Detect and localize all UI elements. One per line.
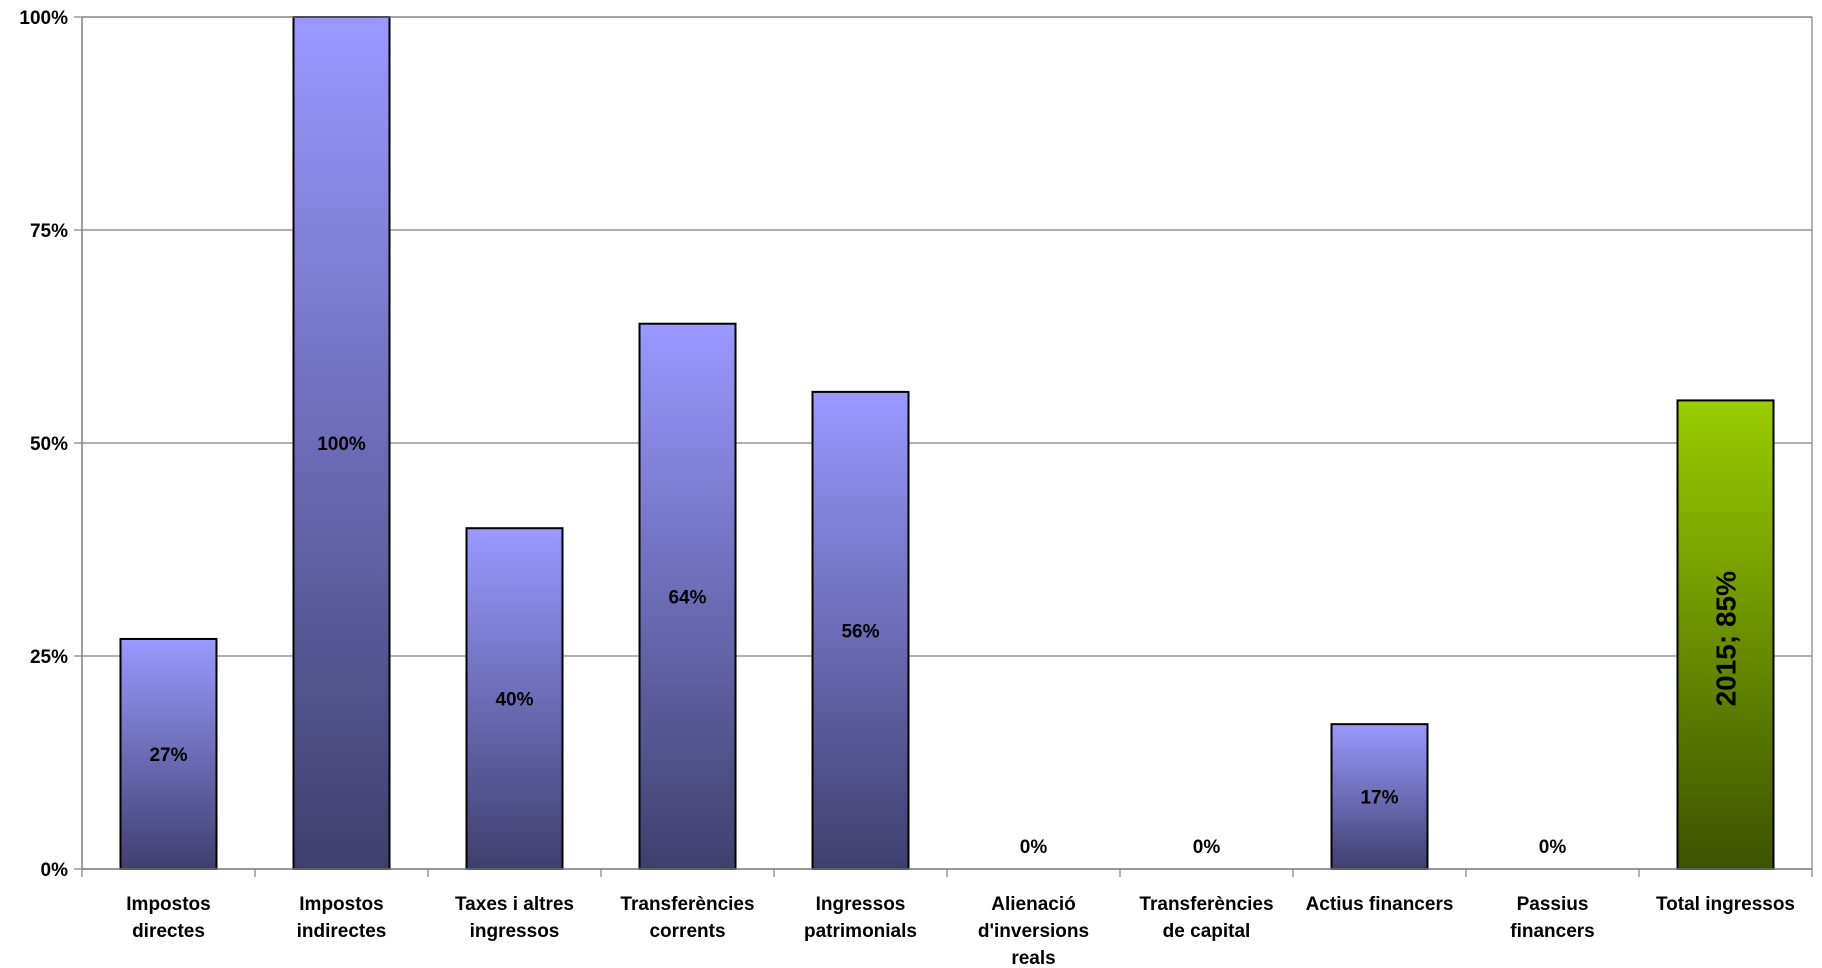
y-tick-label: 25% — [30, 647, 68, 668]
data-label: 27% — [149, 745, 187, 766]
data-label: 2015; 85% — [1711, 571, 1742, 707]
category-label: Transferències de capital — [1139, 894, 1273, 942]
bar — [811, 390, 910, 870]
data-label: 17% — [1360, 788, 1398, 809]
data-label: 100% — [317, 434, 366, 455]
bar-highlight — [1676, 399, 1775, 870]
bar — [465, 527, 564, 870]
data-label: 0% — [1193, 837, 1221, 858]
category-label: Impostos directes — [126, 894, 210, 942]
data-label: 64% — [668, 587, 706, 608]
axes — [74, 16, 1813, 877]
category-label: Total ingressos — [1656, 894, 1795, 915]
data-label: 0% — [1539, 837, 1567, 858]
data-label: 40% — [495, 690, 533, 711]
category-label: Passius financers — [1510, 894, 1594, 942]
category-label: Impostos indirectes — [297, 894, 387, 942]
y-tick-labels: 0% 25% 50% 75% 100% — [19, 8, 68, 881]
category-label: Ingressos patrimonials — [804, 894, 917, 942]
data-labels: 27% 100% 40% 64% 56% 0% 0% 17% 0% 2015; 85% — [149, 434, 1741, 858]
y-tick-label: 100% — [19, 8, 68, 29]
bar — [119, 637, 218, 871]
y-tick-label: 0% — [41, 860, 69, 881]
data-label: 56% — [841, 621, 879, 642]
y-tick-label: 50% — [30, 434, 68, 455]
bar — [1330, 723, 1429, 870]
y-tick-label: 75% — [30, 221, 68, 242]
bars — [119, 16, 1775, 871]
category-label: Actius financers — [1306, 894, 1454, 915]
data-label: 0% — [1020, 837, 1048, 858]
category-labels: Impostos directes Impostos indirectes Taxes … — [126, 894, 1795, 968]
category-label: Transferències corrents — [620, 894, 754, 942]
bar — [638, 322, 737, 871]
category-label: Alienació d'inversions reals — [978, 894, 1089, 968]
category-label: Taxes i altres ingressos — [455, 894, 574, 942]
